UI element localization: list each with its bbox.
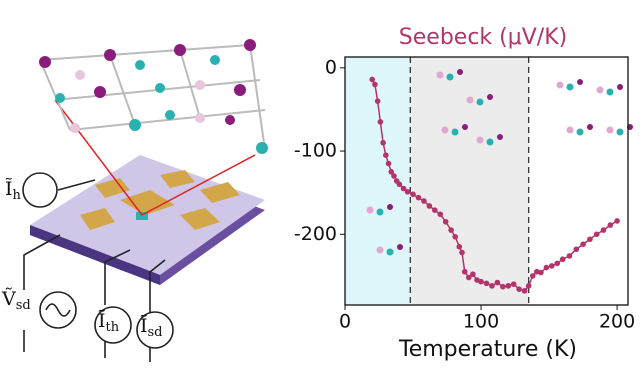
region [410,57,528,305]
data-point [554,261,560,267]
x-axis-label: Temperature (K) [398,337,577,362]
data-point [573,246,579,252]
data-point [369,77,375,83]
inset-atom [487,139,494,146]
data-point [375,98,381,104]
data-point [443,219,449,225]
current-source [23,173,57,207]
data-point [567,253,573,259]
data-point [522,288,528,294]
data-point [462,269,468,275]
inset-atom [557,82,564,89]
data-point [478,279,484,285]
inset-atom [607,89,614,96]
data-point [526,283,532,289]
inset-atom [477,137,484,144]
inset-atom [607,127,614,134]
data-point [397,182,403,188]
inset-atom [587,124,593,130]
data-point [587,236,593,242]
data-point [416,195,422,201]
y-tick-label: 0 [325,56,337,78]
inset-atom [477,99,484,106]
data-point [516,286,522,292]
data-point [505,283,511,289]
inset-atom [367,207,374,214]
data-point [405,189,411,195]
data-point [421,198,427,204]
inset-atom [437,72,444,79]
data-point [538,270,544,276]
inset-atom [442,127,449,134]
y-tick-label: -100 [294,140,337,162]
y-tick-label: -200 [294,223,337,245]
x-tick-label: 100 [463,311,499,333]
inset-atom [567,84,574,91]
inset-atom [487,94,493,100]
inset-atom [577,79,583,85]
x-tick-label: 0 [339,311,351,333]
inset-atom [377,247,384,254]
data-point [470,271,476,277]
inset-atom [397,244,403,250]
inset-atom [377,209,384,216]
inset-atom [467,97,474,104]
inset-atom [447,74,454,81]
data-point [378,119,384,125]
data-point [560,256,566,262]
x-tick-label: 200 [599,311,635,333]
inset-atom [617,84,623,90]
inset-atom [462,124,468,130]
data-point [580,241,586,247]
data-point [372,82,378,88]
data-point [614,218,620,224]
data-point [448,227,454,233]
data-point [500,284,506,290]
data-point [484,281,490,287]
data-point [383,152,389,158]
inset-atom [567,127,574,134]
data-point [594,231,600,237]
data-point [427,203,433,209]
inset-atom [577,129,584,136]
inset-atom [497,134,503,140]
inset-atom [387,204,393,210]
data-point [456,244,462,250]
data-point [601,227,607,233]
data-point [549,263,555,269]
data-point [391,173,397,179]
data-point [544,265,550,271]
chart-title: Seebeck (μV/K) [399,25,567,50]
region [345,57,410,305]
data-point [380,140,386,146]
figure: Ĩh Ṽsd Ĩth Ĩsd Seebeck (μV/K) Temperatur… [0,0,643,371]
data-point [530,273,536,279]
data-point [437,211,443,217]
data-point [511,281,517,287]
inset-atom [617,129,624,136]
data-point [386,161,392,167]
data-point [432,207,438,213]
inset-atom [597,87,604,94]
data-point [410,192,416,198]
data-point [608,222,614,228]
inset-atom [452,129,459,136]
data-point [459,250,465,256]
data-point [452,234,458,240]
data-point [495,280,501,286]
data-point [489,283,495,289]
inset-atom [457,69,463,75]
inset-atom [387,249,394,256]
